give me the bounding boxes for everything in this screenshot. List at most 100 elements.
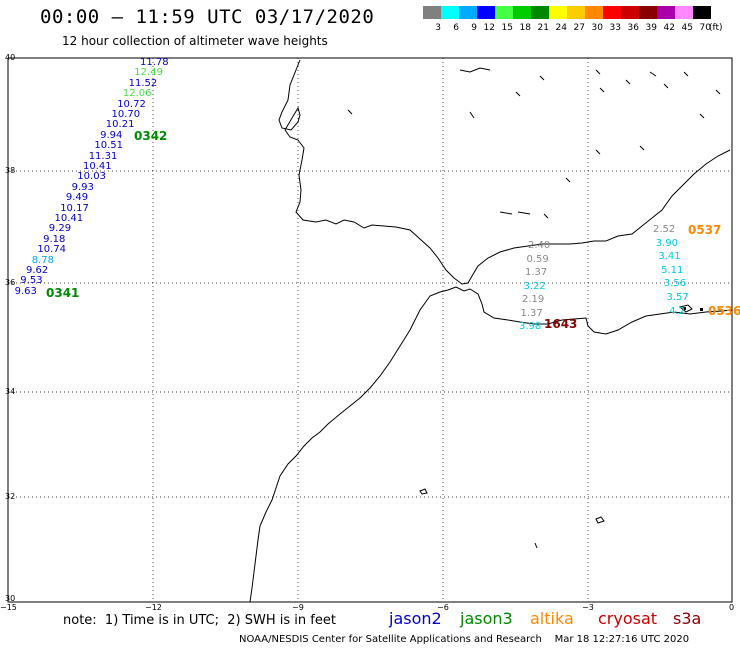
pass-time-label: 0537 bbox=[688, 223, 722, 237]
pass-time-label: 1643 bbox=[544, 317, 578, 331]
east-track-value: 3.41 bbox=[658, 251, 681, 263]
page-title: 00:00 – 11:59 UTC 03/17/2020 bbox=[40, 6, 375, 28]
west-track-value: 10.21 bbox=[105, 119, 135, 131]
scale-label: 42 bbox=[663, 23, 675, 33]
scale-label: 33 bbox=[609, 23, 621, 33]
scale-swatch bbox=[657, 6, 675, 19]
island bbox=[595, 516, 605, 524]
map-frame bbox=[7, 57, 733, 603]
scale-swatch bbox=[423, 6, 441, 19]
scale-label: 24 bbox=[555, 23, 567, 33]
alboran-track-value: 3.98 bbox=[519, 321, 542, 332]
page-subtitle: 12 hour collection of altimeter wave hei… bbox=[62, 34, 328, 48]
lon-label: −12 bbox=[145, 603, 162, 612]
scale-label: 18 bbox=[519, 23, 531, 33]
west-track-value: 10.17 bbox=[60, 202, 89, 214]
scale-swatch bbox=[495, 6, 513, 19]
graticule bbox=[8, 58, 732, 602]
alboran-track-value: 2.40 bbox=[528, 240, 551, 251]
scale-unit-label: (ft) bbox=[709, 23, 723, 33]
west-track-value: 10.74 bbox=[37, 244, 67, 256]
scale-label: 30 bbox=[591, 23, 603, 33]
alboran-track-value: 1.37 bbox=[520, 307, 543, 319]
scale-swatch bbox=[441, 6, 459, 19]
west-track-value: 8.78 bbox=[31, 254, 54, 266]
west-track-value: 10.51 bbox=[94, 140, 124, 152]
west-track-value: 11.52 bbox=[128, 77, 158, 89]
legend-jason2: jason2 bbox=[389, 609, 442, 628]
scale-swatch bbox=[585, 6, 603, 19]
scale-swatch bbox=[477, 6, 495, 19]
west-track-value: 10.70 bbox=[111, 109, 141, 120]
coastline-africa bbox=[455, 286, 733, 335]
footer-note: note: 1) Time is in UTC; 2) SWH is in fe… bbox=[63, 613, 336, 628]
scale-label: 45 bbox=[681, 23, 693, 33]
west-track-value: 9.93 bbox=[71, 181, 94, 193]
east-track-value: 5.11 bbox=[661, 264, 684, 276]
scale-swatch bbox=[459, 6, 477, 19]
scale-swatch bbox=[693, 6, 711, 19]
east-track-value: 3.57 bbox=[666, 292, 689, 303]
pass-time-label: 0341 bbox=[46, 286, 80, 300]
scale-label: 36 bbox=[627, 23, 639, 33]
west-track-value: 10.41 bbox=[83, 161, 112, 172]
west-track-value: 12.49 bbox=[134, 67, 163, 79]
coastline-morocco-atlantic bbox=[249, 286, 457, 603]
lat-label: 38 bbox=[5, 166, 16, 175]
legend-cryosat: cryosat bbox=[598, 609, 658, 628]
west-track-value: 9.62 bbox=[26, 265, 49, 276]
legend-jason3: jason3 bbox=[460, 609, 513, 628]
lat-label: 40 bbox=[5, 53, 16, 62]
west-track-value: 9.94 bbox=[100, 129, 123, 141]
scale-label: 21 bbox=[537, 23, 549, 33]
coastline-iberia-west bbox=[278, 59, 731, 285]
scale-swatch bbox=[621, 6, 639, 19]
scale-swatch bbox=[603, 6, 621, 19]
west-track-value: 12.06 bbox=[122, 88, 152, 100]
scale-swatch bbox=[639, 6, 657, 19]
lon-label: −9 bbox=[292, 603, 304, 612]
track-marker bbox=[700, 308, 703, 311]
lon-label: 0 bbox=[729, 603, 735, 612]
east-track-value: 3.90 bbox=[655, 237, 678, 249]
west-track-value: 11.78 bbox=[140, 57, 169, 68]
west-track-value: 10.72 bbox=[117, 98, 146, 110]
credit-line: NOAA/NESDIS Center for Satellite Applica… bbox=[239, 634, 690, 645]
west-track-value: 9.29 bbox=[48, 223, 72, 235]
pass-time-label: 0536 bbox=[708, 304, 740, 318]
lat-label: 30 bbox=[5, 594, 16, 603]
alboran-track-value: 2.19 bbox=[522, 294, 545, 305]
track-marker bbox=[683, 307, 686, 310]
alboran-track-value: 3.22 bbox=[523, 280, 546, 292]
west-track-value: 11.31 bbox=[88, 150, 118, 162]
west-track-value: 10.03 bbox=[77, 171, 106, 183]
west-track-value: 10.41 bbox=[54, 213, 84, 224]
island bbox=[534, 542, 538, 549]
west-track-value: 9.53 bbox=[20, 275, 43, 287]
lon-label: −3 bbox=[582, 603, 594, 612]
legend-altika: altika bbox=[530, 609, 574, 628]
scale-label: 27 bbox=[573, 23, 585, 33]
track-markers bbox=[683, 307, 703, 311]
east-track-value: 4.2 bbox=[669, 305, 686, 317]
scale-swatch bbox=[513, 6, 531, 19]
scale-label: 70 bbox=[699, 23, 711, 33]
scale-swatch bbox=[675, 6, 693, 19]
scale-label: 39 bbox=[645, 23, 657, 33]
island bbox=[419, 488, 428, 495]
scale-swatch bbox=[567, 6, 585, 19]
coastline-inland bbox=[347, 67, 721, 219]
lat-label: 36 bbox=[5, 278, 16, 287]
lon-label: −6 bbox=[437, 603, 449, 612]
lat-label: 32 bbox=[5, 492, 16, 501]
west-track-value: 9.49 bbox=[65, 192, 89, 204]
coastline bbox=[249, 59, 733, 603]
scale-label: 12 bbox=[483, 23, 495, 33]
pass-time-label: 0342 bbox=[134, 129, 168, 143]
scale-label: 15 bbox=[501, 23, 513, 33]
lat-label: 34 bbox=[5, 387, 16, 396]
scale-label: 3 bbox=[435, 23, 441, 33]
west-track-value: 9.63 bbox=[14, 285, 37, 297]
east-track-value: 2.52 bbox=[653, 224, 676, 235]
